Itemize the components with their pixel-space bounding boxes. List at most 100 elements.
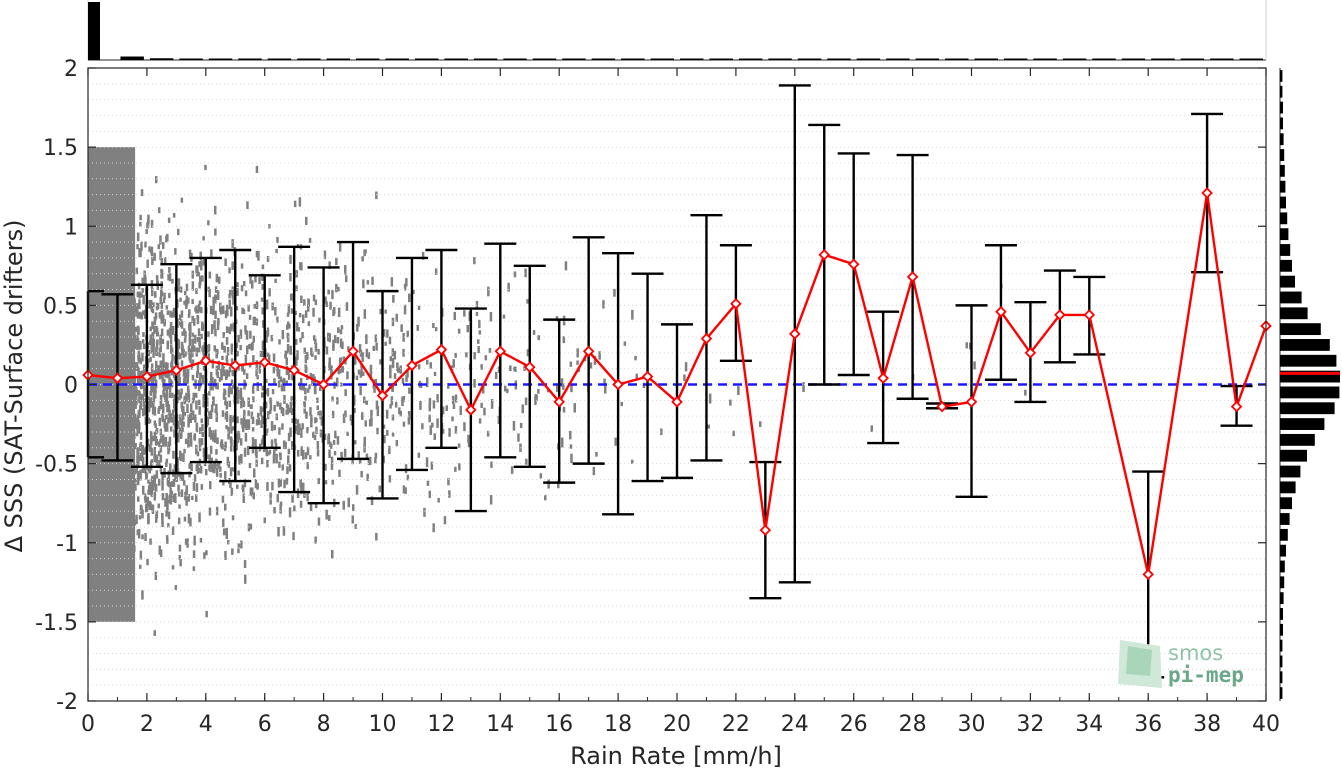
scatter-point [355, 485, 359, 495]
scatter-point [123, 299, 127, 305]
scatter-point [91, 234, 94, 244]
scatter-point [224, 551, 227, 561]
scatter-point [151, 332, 155, 341]
scatter-point [92, 221, 95, 230]
scatter-point [613, 288, 616, 297]
scatter-point [124, 283, 128, 293]
scatter-point [237, 365, 240, 371]
scatter-point [98, 359, 101, 366]
mean-point [435, 343, 448, 356]
scatter-point [179, 297, 182, 302]
scatter-point [208, 289, 211, 298]
scatter-point [266, 352, 270, 357]
scatter-point [179, 414, 182, 422]
scatter-point [187, 345, 191, 355]
scatter-point [97, 349, 101, 357]
scatter-point [802, 382, 805, 393]
scatter-point [302, 482, 305, 491]
scatter-point [432, 523, 435, 533]
x-tick-label: 38 [1193, 712, 1221, 737]
scatter-point [155, 340, 159, 351]
scatter-point [107, 437, 110, 447]
scatter-point [152, 392, 156, 403]
scatter-point [253, 304, 256, 309]
scatter-point [295, 338, 298, 345]
scatter-point [447, 478, 450, 486]
scatter-point [419, 400, 422, 410]
scatter-point [162, 434, 165, 442]
scatter-point [173, 402, 176, 412]
scatter-point [227, 370, 231, 377]
scatter-point [216, 290, 220, 300]
scatter-point [161, 375, 164, 382]
scatter-point [104, 226, 107, 234]
scatter-point [623, 341, 627, 346]
y-tick-label: 2 [64, 57, 78, 82]
mean-point [730, 298, 742, 310]
scatter-point [195, 392, 198, 398]
scatter-point [128, 442, 131, 452]
scatter-point [143, 309, 147, 319]
top-hist-bar [856, 58, 881, 60]
scatter-point [504, 385, 507, 392]
scatter-point [359, 371, 363, 378]
scatter-point [328, 357, 331, 368]
scatter-point [215, 412, 218, 423]
scatter-point [386, 430, 389, 436]
scatter-point [369, 456, 372, 465]
scatter-point [228, 326, 231, 335]
top-hist-bar [238, 58, 262, 60]
scatter-point [195, 494, 198, 502]
scatter-point [155, 427, 159, 433]
scatter-point [120, 348, 124, 355]
scatter-point [109, 566, 113, 576]
scatter-point [216, 371, 219, 379]
scatter-point [417, 305, 421, 310]
scatter-point [94, 212, 98, 220]
scatter-point [354, 440, 357, 445]
scatter-point [185, 283, 189, 292]
scatter-point [221, 410, 225, 417]
scatter-point [447, 383, 450, 389]
scatter-point [149, 502, 152, 511]
scatter-point [151, 288, 154, 297]
top-hist-bar [1151, 58, 1175, 60]
scatter-point [328, 515, 331, 521]
mean-point [406, 359, 418, 372]
scatter-point [506, 388, 509, 394]
scatter-point [131, 342, 134, 352]
scatter-point [222, 305, 225, 315]
scatter-point [342, 356, 345, 361]
scatter-point [199, 275, 202, 286]
mean-point [1230, 400, 1243, 413]
scatter-point [230, 349, 234, 355]
scatter-point [127, 338, 130, 344]
scatter-point [408, 293, 411, 303]
scatter-point [174, 248, 177, 255]
scatter-point [192, 482, 196, 491]
scatter-point [98, 329, 102, 338]
right-hist-bar [1280, 196, 1286, 209]
scatter-point [273, 449, 276, 456]
scatter-point [140, 189, 144, 197]
scatter-point [231, 239, 234, 248]
scatter-point [227, 433, 230, 440]
scatter-point [231, 515, 235, 521]
scatter-point [243, 478, 247, 488]
scatter-point [249, 330, 252, 339]
scatter-point [299, 378, 303, 387]
scatter-point [177, 432, 180, 443]
scatter-point [178, 544, 182, 552]
scatter-point [139, 221, 142, 227]
scatter-point [363, 249, 366, 257]
scatter-point [222, 366, 226, 372]
scatter-point [207, 331, 210, 338]
scatter-point [151, 504, 154, 511]
scatter-point [91, 344, 94, 350]
scatter-point [198, 300, 202, 305]
right-hist-bar [1280, 513, 1290, 525]
scatter-point [312, 307, 315, 317]
scatter-point [88, 284, 91, 289]
scatter-point [94, 440, 97, 448]
scatter-point [276, 366, 279, 377]
